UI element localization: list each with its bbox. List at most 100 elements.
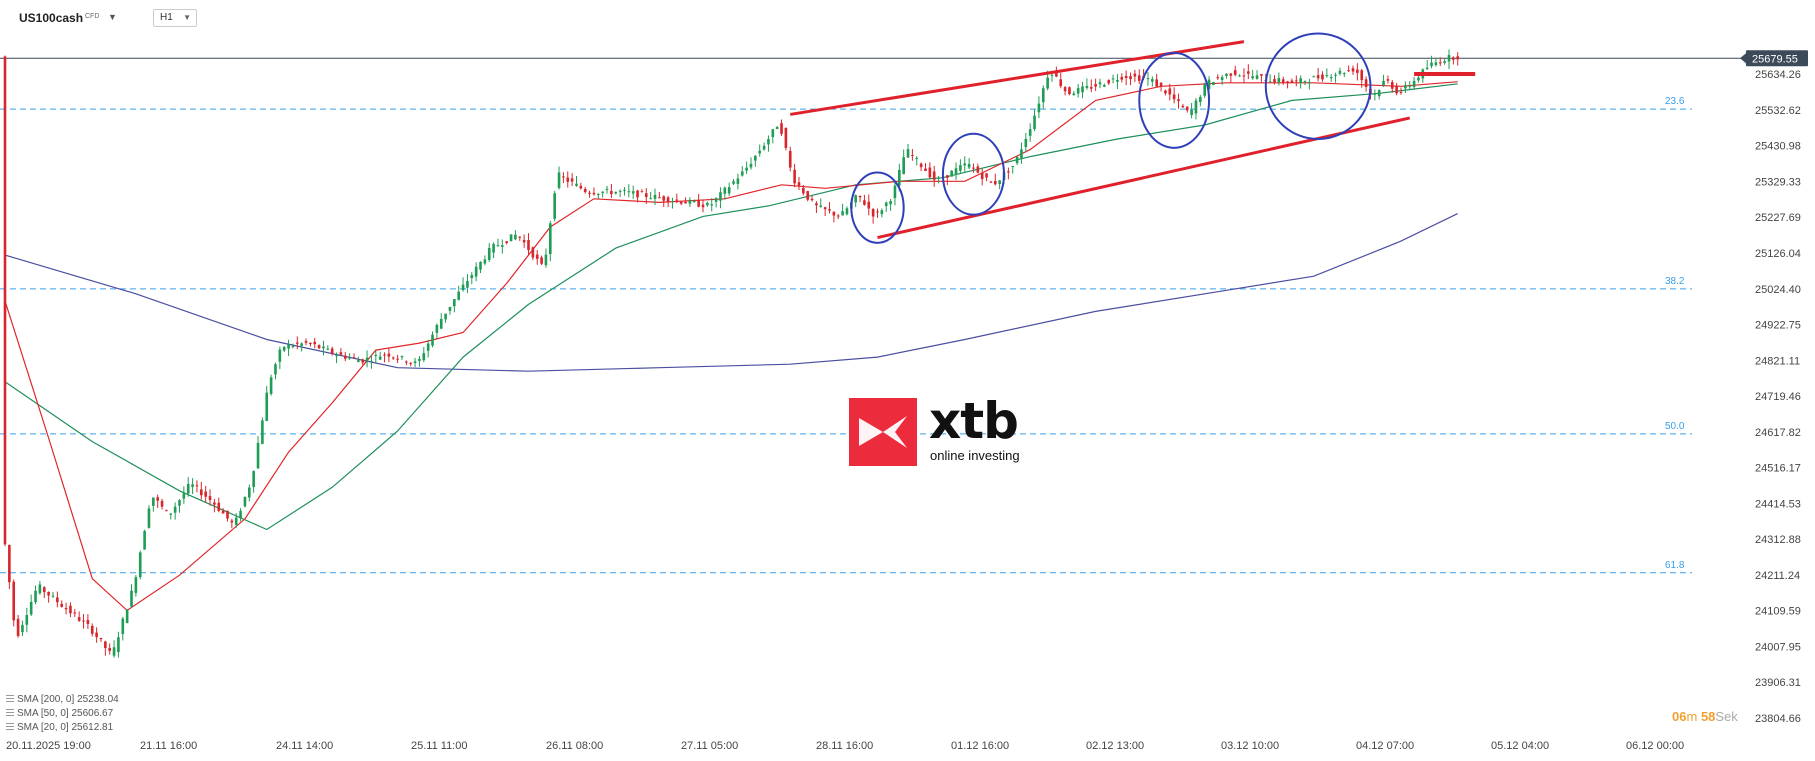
candle-countdown: 06m 58Sek [1672,709,1738,724]
candle-body [1294,80,1298,82]
candle-body [121,618,125,635]
candle-body [505,241,508,243]
candle-body [138,552,142,578]
candle-body [1316,75,1320,79]
candle-body [754,155,757,161]
symbol-dropdown-icon[interactable]: ▼ [108,12,117,22]
candle-body [1329,77,1333,79]
candle-body [1203,84,1206,96]
candle-body [1390,82,1394,89]
candle-body [675,199,679,201]
logo-tagline: online investing [930,448,1020,463]
candle-body [42,587,46,593]
candle-body [518,236,522,238]
candle-body [1251,76,1254,79]
candle-body [492,244,495,253]
candle-body [1386,79,1390,81]
candle-body [972,167,975,169]
candle-body [461,284,465,290]
candle-body [841,211,844,216]
candle-body [963,163,967,166]
instrument-symbol[interactable]: US100cash [19,11,84,25]
legend-sma-200[interactable]: SMA [200, 0] 25238.04 [6,694,119,705]
candle-body [3,56,7,545]
candle-body [531,247,535,258]
candle-body [1046,77,1049,89]
candle-body [374,354,378,356]
candle-body [1015,156,1019,164]
candle-body [906,149,910,158]
candle-body [588,192,591,194]
candle-body [326,348,330,350]
candle-body [483,259,487,264]
y-tick-label: 24211.24 [1755,570,1800,582]
candle-body [1303,81,1307,83]
legend-sma-50-label: SMA [50, 0] 25606.67 [17,708,114,719]
candle-body [596,193,600,195]
candle-body [784,127,788,148]
candle-body [745,167,748,171]
candle-body [51,595,55,597]
y-tick-label: 24922.75 [1755,320,1801,332]
candle-body [496,245,500,247]
candle-body [924,168,927,171]
candle-body [1089,87,1093,89]
candle-body [1268,81,1272,83]
highlight-circle [1138,51,1211,149]
candle-body [692,201,696,203]
y-tick-label: 24312.88 [1755,534,1801,546]
candle-body [1351,68,1355,72]
candle-body [173,506,177,513]
candle-body [1247,71,1250,74]
candle-body [557,172,561,188]
candle-body [793,169,796,184]
timeframe-select[interactable]: H1 ▼ [153,9,197,27]
candle-body [69,605,72,614]
candle-body [1185,106,1189,111]
candle-body [234,517,238,525]
candle-body [1172,94,1176,100]
chart-toolbar: US100cash CFD ▼ H1 ▼ [0,0,1760,34]
candle-body [287,344,290,349]
xtb-logo-mark [849,398,917,466]
candle-body [562,176,565,178]
candle-body [1059,79,1063,87]
candle-body [911,154,914,156]
candle-body [832,211,836,216]
candle-body [889,201,892,205]
candle-body [291,346,295,348]
legend-sma-50[interactable]: SMA [50, 0] 25606.67 [6,708,113,719]
candle-body [435,324,439,333]
candle-body [1229,73,1233,76]
candle-body [156,497,159,501]
candle-body [802,187,805,194]
channel-trendline [877,116,1411,240]
legend-sma-20[interactable]: SMA [20, 0] 25612.81 [6,722,113,733]
candle-body [457,291,461,300]
candle-body [16,618,20,636]
candle-body [1085,85,1089,88]
countdown-seconds: 58 [1700,709,1716,724]
candle-body [893,185,897,199]
candle-body [749,163,753,168]
candle-body [828,209,831,211]
candle-body [304,341,308,343]
candle-body [117,637,120,653]
highlight-circle [1264,32,1372,141]
x-tick-label: 06.12 00:00 [1626,740,1684,752]
candle-body [370,360,373,362]
candle-body [980,172,984,180]
candle-body [1151,79,1154,82]
candle-body [605,188,609,190]
candle-body [1338,70,1342,74]
x-tick-label: 28.11 16:00 [816,740,873,752]
x-tick-label: 04.12 07:00 [1356,740,1414,752]
candle-body [357,360,360,363]
candle-body [252,470,255,488]
candle-body [1194,100,1198,114]
candle-body [610,190,613,195]
candle-body [365,357,369,361]
candle-body [1242,75,1246,77]
candle-body [579,185,583,189]
